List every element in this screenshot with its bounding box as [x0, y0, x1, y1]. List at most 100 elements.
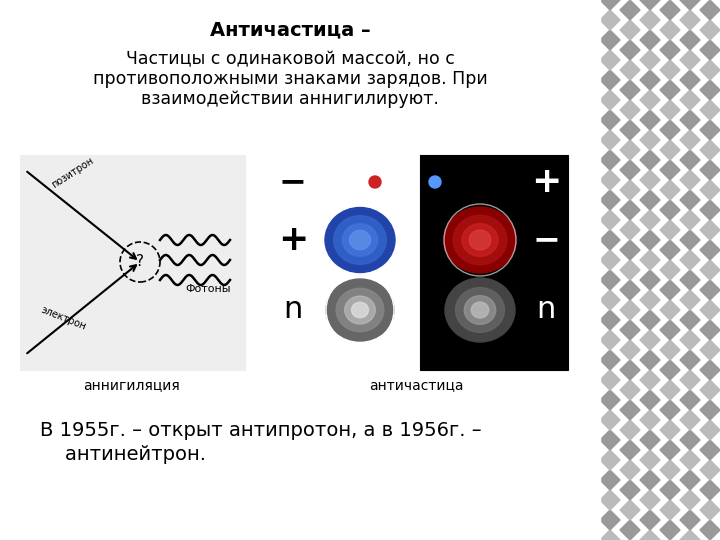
Text: электрон: электрон — [40, 305, 88, 332]
Polygon shape — [600, 330, 620, 350]
Ellipse shape — [456, 288, 505, 333]
Text: Частицы с одинаковой массой, но с: Частицы с одинаковой массой, но с — [125, 50, 454, 68]
Polygon shape — [660, 60, 680, 80]
Polygon shape — [680, 390, 700, 410]
Polygon shape — [680, 470, 700, 490]
Polygon shape — [580, 0, 600, 20]
Polygon shape — [640, 270, 660, 290]
Polygon shape — [680, 110, 700, 130]
Polygon shape — [660, 320, 680, 340]
Polygon shape — [580, 60, 600, 80]
Ellipse shape — [343, 224, 377, 256]
Polygon shape — [620, 500, 640, 520]
Ellipse shape — [336, 288, 384, 332]
Polygon shape — [600, 390, 620, 410]
Polygon shape — [700, 260, 720, 280]
Polygon shape — [700, 380, 720, 400]
Polygon shape — [680, 430, 700, 450]
Polygon shape — [640, 450, 660, 470]
Polygon shape — [640, 110, 660, 130]
Polygon shape — [640, 370, 660, 390]
Text: взаимодействии аннигилируют.: взаимодействии аннигилируют. — [141, 90, 439, 108]
Polygon shape — [640, 230, 660, 250]
Polygon shape — [680, 230, 700, 250]
Polygon shape — [700, 500, 720, 520]
Polygon shape — [640, 310, 660, 330]
Polygon shape — [600, 170, 620, 190]
Polygon shape — [600, 370, 620, 390]
Polygon shape — [700, 140, 720, 160]
Polygon shape — [580, 380, 600, 400]
Polygon shape — [680, 190, 700, 210]
Polygon shape — [660, 440, 680, 460]
Polygon shape — [620, 520, 640, 540]
Polygon shape — [700, 240, 720, 260]
Polygon shape — [680, 410, 700, 430]
Polygon shape — [660, 300, 680, 320]
Polygon shape — [640, 250, 660, 270]
Polygon shape — [700, 40, 720, 60]
Polygon shape — [680, 170, 700, 190]
Polygon shape — [600, 130, 620, 150]
Polygon shape — [620, 160, 640, 180]
Polygon shape — [580, 440, 600, 460]
Polygon shape — [580, 120, 600, 140]
Polygon shape — [580, 100, 600, 120]
Polygon shape — [600, 310, 620, 330]
Polygon shape — [600, 190, 620, 210]
Polygon shape — [680, 10, 700, 30]
Ellipse shape — [472, 302, 489, 318]
Polygon shape — [600, 430, 620, 450]
Polygon shape — [700, 120, 720, 140]
Ellipse shape — [444, 207, 516, 273]
Polygon shape — [660, 140, 680, 160]
Polygon shape — [620, 420, 640, 440]
Polygon shape — [600, 270, 620, 290]
Polygon shape — [680, 150, 700, 170]
Polygon shape — [600, 110, 620, 130]
Polygon shape — [580, 420, 600, 440]
Polygon shape — [600, 10, 620, 30]
Polygon shape — [580, 80, 600, 100]
Text: +: + — [531, 165, 561, 199]
Polygon shape — [620, 60, 640, 80]
Polygon shape — [600, 350, 620, 370]
Polygon shape — [600, 510, 620, 530]
Polygon shape — [620, 340, 640, 360]
Polygon shape — [620, 480, 640, 500]
Polygon shape — [660, 160, 680, 180]
Polygon shape — [680, 210, 700, 230]
Polygon shape — [620, 220, 640, 240]
Text: аннигиляция: аннигиляция — [84, 378, 181, 392]
Polygon shape — [680, 330, 700, 350]
Ellipse shape — [464, 295, 496, 325]
Ellipse shape — [345, 296, 375, 324]
Text: ?: ? — [136, 254, 144, 269]
Polygon shape — [600, 50, 620, 70]
Polygon shape — [640, 10, 660, 30]
Polygon shape — [580, 320, 600, 340]
Polygon shape — [580, 40, 600, 60]
Polygon shape — [580, 360, 600, 380]
Text: +: + — [278, 223, 308, 257]
Ellipse shape — [349, 230, 371, 249]
Text: позитрон: позитрон — [50, 156, 96, 190]
Polygon shape — [660, 460, 680, 480]
Ellipse shape — [462, 224, 498, 256]
Polygon shape — [700, 300, 720, 320]
Polygon shape — [620, 100, 640, 120]
Polygon shape — [620, 440, 640, 460]
Polygon shape — [620, 360, 640, 380]
Polygon shape — [680, 450, 700, 470]
Polygon shape — [700, 200, 720, 220]
Polygon shape — [580, 520, 600, 540]
Polygon shape — [620, 0, 640, 20]
Polygon shape — [640, 530, 660, 540]
Polygon shape — [700, 400, 720, 420]
Polygon shape — [700, 160, 720, 180]
Polygon shape — [660, 80, 680, 100]
Polygon shape — [640, 30, 660, 50]
Polygon shape — [640, 90, 660, 110]
Polygon shape — [680, 510, 700, 530]
Polygon shape — [640, 390, 660, 410]
